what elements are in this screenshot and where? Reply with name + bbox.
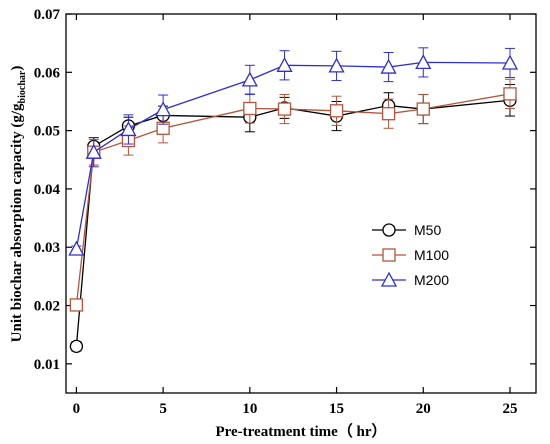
x-tick-label: 0 bbox=[73, 401, 81, 417]
series-line-m200 bbox=[75, 61, 510, 250]
plot-frame bbox=[65, 13, 537, 394]
series-line-m100 bbox=[75, 93, 511, 306]
x-axis-title: Pre-treatment time（ hr） bbox=[215, 422, 386, 440]
y-tick-label: 0.03 bbox=[34, 240, 60, 256]
legend-label-m50: M50 bbox=[414, 222, 441, 238]
data-point-m200 bbox=[241, 71, 258, 87]
x-axis: 0 5 10 15 20 25 bbox=[73, 14, 517, 417]
x-tick-label: 25 bbox=[502, 401, 517, 417]
legend-label-m100: M100 bbox=[414, 247, 449, 263]
y-tick-label: 0.04 bbox=[34, 182, 61, 198]
data-point-m200 bbox=[415, 54, 432, 70]
series-line-m50 bbox=[75, 99, 511, 347]
series-m200 bbox=[68, 47, 519, 256]
y-axis-title-main: Unit biochar absorption capacity (g/g bbox=[9, 103, 25, 342]
y-axis-title: Unit biochar absorption capacity (g/gbio… bbox=[9, 66, 28, 343]
legend-label-m200: M200 bbox=[414, 272, 449, 288]
data-point-m100 bbox=[503, 87, 517, 101]
x-tick-label: 20 bbox=[416, 401, 431, 417]
data-point-m100 bbox=[243, 101, 257, 116]
data-point-m50 bbox=[69, 339, 84, 354]
data-point-m200 bbox=[120, 121, 137, 137]
data-point-m200 bbox=[501, 54, 519, 70]
x-tick-label: 15 bbox=[329, 401, 344, 417]
data-point-m100 bbox=[329, 104, 344, 118]
y-axis-title-sub: biochar bbox=[17, 70, 28, 103]
x-tick-label: 10 bbox=[242, 401, 257, 417]
y-tick-label: 0.05 bbox=[34, 124, 60, 140]
series-layer bbox=[68, 47, 519, 354]
y-tick-label: 0.06 bbox=[34, 65, 61, 81]
legend-marker-m100 bbox=[382, 248, 396, 262]
data-point-m100 bbox=[416, 102, 430, 116]
data-point-m100 bbox=[69, 298, 84, 312]
x-tick-label: 5 bbox=[159, 401, 167, 417]
data-point-m200 bbox=[85, 143, 102, 159]
data-point-m200 bbox=[380, 58, 397, 74]
data-point-m200 bbox=[328, 57, 345, 73]
data-point-m100 bbox=[381, 107, 396, 121]
data-point-m200 bbox=[68, 240, 85, 256]
y-tick-label: 0.07 bbox=[34, 7, 61, 23]
legend-marker-m200 bbox=[380, 271, 398, 287]
data-point-m200 bbox=[276, 56, 293, 72]
y-axis: 0.01 0.02 0.03 0.04 0.05 0.06 0.07 bbox=[34, 7, 536, 373]
series-m100 bbox=[69, 78, 517, 312]
data-point-m200 bbox=[155, 101, 172, 117]
data-point-m100 bbox=[277, 102, 292, 116]
y-tick-label: 0.01 bbox=[34, 357, 60, 373]
legend: M50 M100 M200 bbox=[372, 222, 449, 288]
legend-marker-m50 bbox=[382, 223, 396, 237]
y-axis-title-close: ) bbox=[9, 66, 25, 71]
y-tick-label: 0.02 bbox=[34, 299, 60, 315]
